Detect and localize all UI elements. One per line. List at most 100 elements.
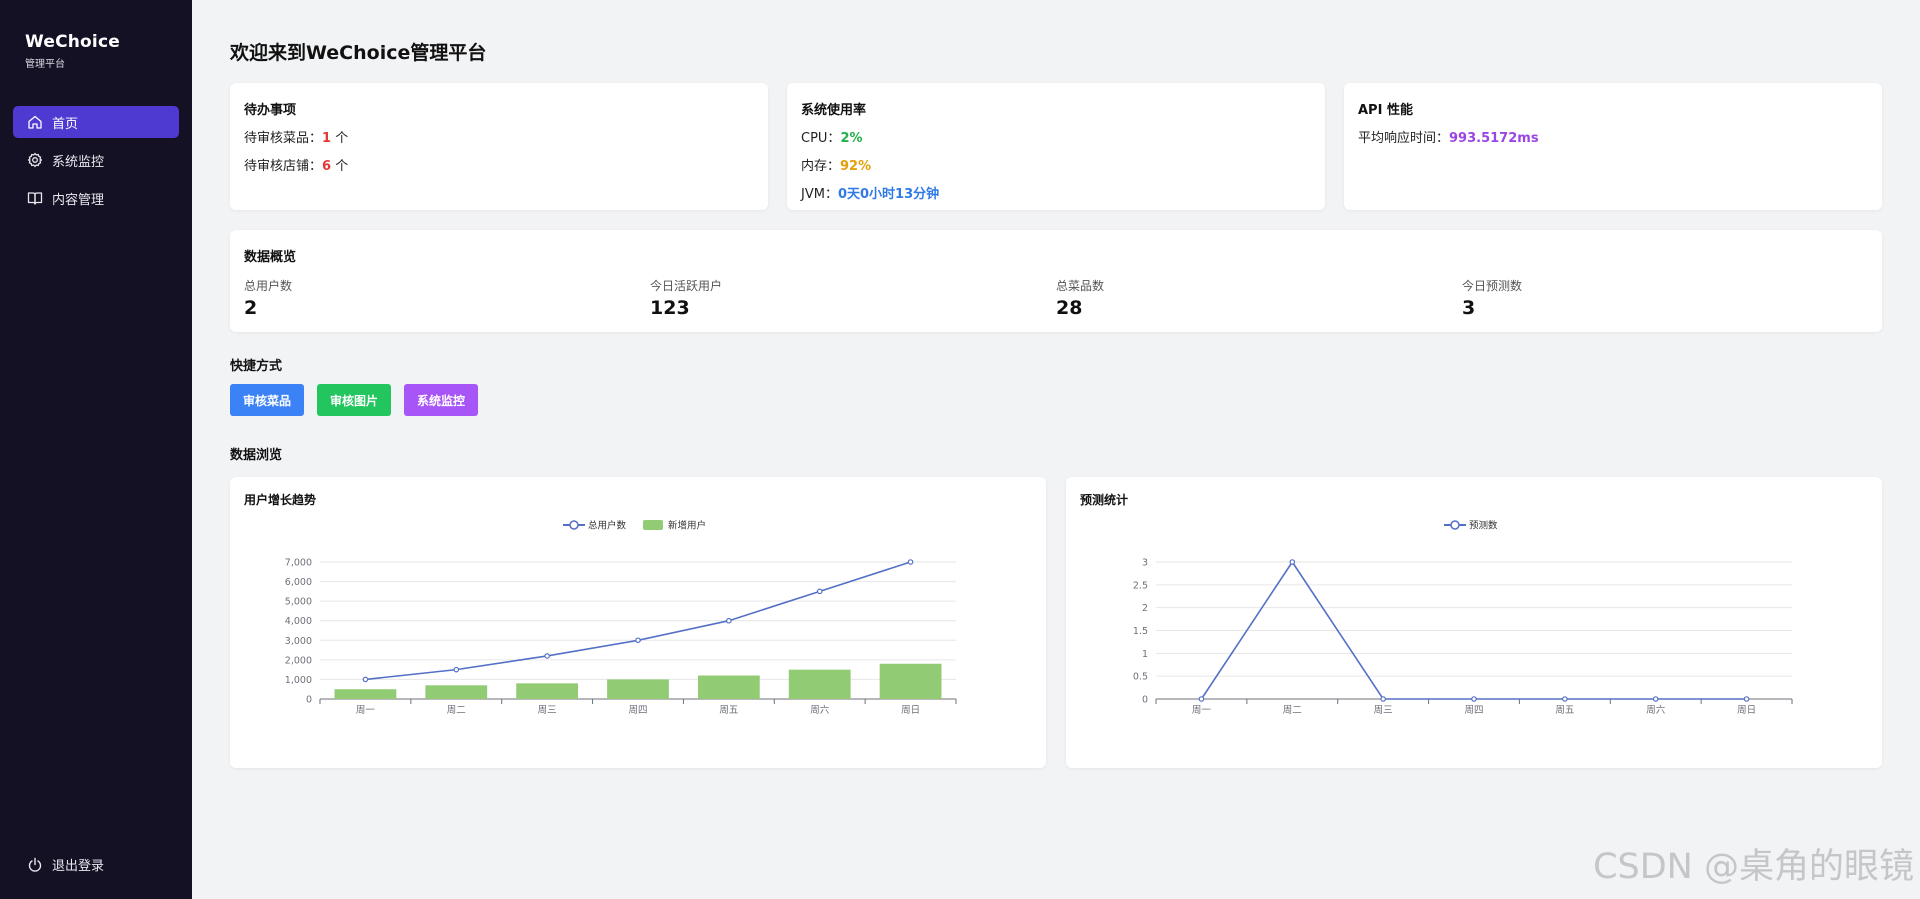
- quick-actions: 审核菜品 审核图片 系统监控: [230, 384, 491, 416]
- brand-subtitle: 管理平台: [25, 59, 65, 70]
- sidebar-item-home[interactable]: 首页: [13, 106, 179, 138]
- legend-label: 新增用户: [668, 520, 706, 532]
- avg-response-label: 平均响应时间：: [1358, 131, 1450, 146]
- bar: [697, 675, 760, 699]
- y-tick-label: 2,000: [285, 655, 312, 666]
- chart-title: 用户增长趋势: [244, 493, 317, 507]
- pending-dishes-line: 待审核菜品：1 个: [244, 127, 754, 146]
- prediction-chart: 0 0.5 1 1.5 2 2.5 3 周一 周二 周三 周四 周五 周六 周日 预测数: [1133, 520, 1793, 716]
- x-tick-label: 周五: [719, 705, 738, 716]
- cpu-value: 2%: [840, 131, 863, 146]
- home-icon: [27, 114, 43, 130]
- stat-label: 今日活跃用户: [650, 279, 723, 293]
- y-tick-label: 7,000: [285, 558, 312, 569]
- stats-row: 总用户数 2 今日活跃用户 123 总菜品数 28 今日预测数 3: [244, 277, 1868, 319]
- data-point: [1289, 559, 1296, 565]
- data-point: [1198, 696, 1205, 702]
- avg-response-value: 993.5172ms: [1449, 131, 1539, 146]
- data-point: [907, 559, 914, 565]
- bar: [607, 679, 669, 699]
- gear-icon: [27, 152, 43, 168]
- x-tick-label: 周日: [901, 705, 920, 716]
- watermark: CSDN @桌角的眼镜: [1593, 847, 1914, 887]
- x-tick-label: 周四: [1464, 705, 1483, 716]
- data-overview-title: 数据概览: [244, 250, 297, 265]
- sidebar-item-label: 系统监控: [52, 154, 105, 170]
- x-tick-label: 周三: [538, 705, 557, 716]
- avg-response-line: 平均响应时间：993.5172ms: [1358, 127, 1868, 146]
- stat-total-users: 总用户数 2: [244, 277, 650, 319]
- cpu-label: CPU：: [801, 131, 841, 146]
- stat-value: 2: [244, 297, 258, 319]
- book-icon: [27, 190, 43, 206]
- pending-dishes-label: 待审核菜品：: [244, 131, 323, 146]
- logout-button[interactable]: 退出登录: [27, 855, 104, 874]
- stat-value: 3: [1462, 297, 1476, 319]
- sidebar-item-content-management[interactable]: 内容管理: [13, 182, 179, 214]
- data-point: [816, 588, 823, 595]
- stat-active-users: 今日活跃用户 123: [650, 277, 1056, 319]
- legend-label: 预测数: [1469, 520, 1498, 532]
- prediction-chart-card: 预测统计 0 0.5 1 1.5 2 2.5 3 周一 周二 周三 周四 周五 周六 周日 预测数: [1066, 477, 1882, 768]
- todo-title: 待办事项: [244, 103, 297, 118]
- data-overview-card: 数据概览 总用户数 2 今日活跃用户 123 总菜品数 28 今日预测数 3: [230, 230, 1882, 332]
- page-title: 欢迎来到WeChoice管理平台: [230, 42, 487, 64]
- data-point: [1652, 696, 1659, 702]
- data-point: [726, 617, 732, 624]
- stat-total-dishes: 总菜品数 28: [1056, 277, 1462, 319]
- todo-card: 待办事项 待审核菜品：1 个 待审核店铺：6 个: [230, 83, 768, 210]
- x-tick-label: 周六: [810, 704, 830, 716]
- stat-today-predictions: 今日预测数 3: [1462, 277, 1868, 319]
- review-dishes-button[interactable]: 审核菜品: [230, 384, 305, 416]
- sidebar-item-system-monitor[interactable]: 系统监控: [13, 144, 179, 176]
- chart-title: 预测统计: [1080, 493, 1129, 507]
- stat-label: 今日预测数: [1462, 279, 1523, 293]
- x-tick-label: 周六: [1646, 704, 1666, 716]
- y-tick-label: 3: [1142, 558, 1148, 569]
- x-tick-label: 周一: [356, 705, 376, 716]
- memory-line: 内存：92%: [801, 155, 1311, 174]
- pending-shops-label: 待审核店铺：: [244, 159, 323, 174]
- brand: WeChoice 管理平台: [25, 32, 120, 70]
- data-point: [1562, 696, 1568, 702]
- sidebar: WeChoice 管理平台 首页 系统监控 内容管理 退出登录: [0, 0, 192, 899]
- cpu-line: CPU：2%: [801, 127, 1311, 146]
- memory-value: 92%: [840, 159, 872, 174]
- quick-actions-title: 快捷方式: [230, 359, 283, 374]
- x-tick-label: 周四: [628, 705, 647, 716]
- y-tick-label: 3,000: [285, 636, 312, 647]
- y-tick-label: 1: [1142, 649, 1148, 660]
- data-point: [453, 666, 460, 673]
- data-point: [362, 676, 369, 683]
- stat-value: 28: [1056, 297, 1083, 319]
- jvm-value: 0天0小时13分钟: [837, 187, 940, 202]
- y-tick-label: 2: [1142, 603, 1148, 614]
- bar: [334, 689, 397, 699]
- x-tick-label: 周五: [1555, 705, 1574, 716]
- y-tick-label: 1,000: [285, 675, 312, 686]
- system-monitor-button[interactable]: 系统监控: [404, 384, 479, 416]
- pending-shops-count: 6: [322, 159, 332, 174]
- y-tick-label: 4,000: [285, 616, 312, 627]
- user-growth-chart: 0 1,000 2,000 3,000 4,000 5,000 6,000 7,000 周一 周二…: [285, 520, 957, 716]
- bar: [788, 669, 851, 699]
- jvm-label: JVM：: [801, 187, 838, 202]
- system-usage-title: 系统使用率: [801, 103, 867, 118]
- x-tick-label: 周二: [1283, 705, 1302, 716]
- pending-dishes-count: 1: [322, 131, 332, 146]
- x-tick-label: 周三: [1374, 705, 1393, 716]
- bar: [879, 663, 942, 699]
- system-usage-card: 系统使用率 CPU：2% 内存：92% JVM：0天0小时13分钟: [787, 83, 1325, 210]
- memory-label: 内存：: [801, 159, 841, 174]
- data-point: [544, 653, 550, 659]
- y-tick-label: 0: [1142, 695, 1148, 706]
- x-tick-label: 周二: [447, 705, 466, 716]
- y-tick-label: 6,000: [285, 577, 312, 588]
- legend-label: 总用户数: [588, 520, 627, 532]
- y-tick-label: 1.5: [1133, 626, 1148, 637]
- review-images-button[interactable]: 审核图片: [317, 384, 392, 416]
- unit-label: 个: [331, 131, 349, 146]
- stat-label: 总用户数: [244, 279, 293, 293]
- pending-shops-line: 待审核店铺：6 个: [244, 155, 754, 174]
- sidebar-nav: 首页 系统监控 内容管理: [13, 106, 179, 220]
